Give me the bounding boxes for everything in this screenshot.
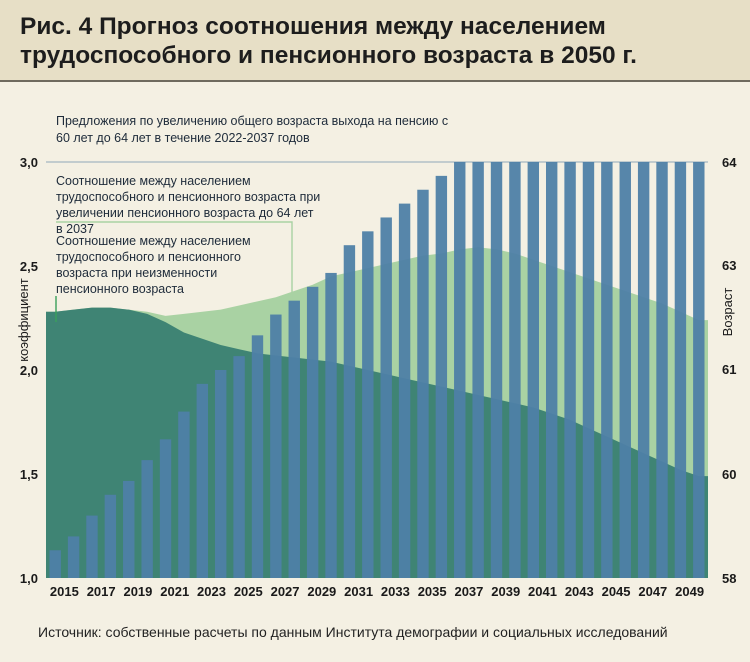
y-left-tick-label: 2,5	[20, 259, 38, 274]
y-right-tick-label: 61	[722, 362, 736, 377]
y-left-tick-label: 1,0	[20, 571, 38, 586]
y-right-tick-label: 64	[722, 155, 737, 170]
y-right-tick-label: 63	[722, 258, 736, 273]
x-tick-label: 2017	[87, 584, 116, 599]
x-tick-label: 2039	[491, 584, 520, 599]
bar-2028	[288, 300, 300, 578]
bar-2034	[398, 203, 411, 578]
x-tick-label: 2027	[271, 584, 300, 599]
y-right-axis-title: Возраст	[720, 288, 735, 337]
bar-2043	[564, 162, 576, 578]
bar-2041	[527, 162, 540, 578]
bar-2025	[233, 356, 245, 578]
bar-2045	[601, 162, 613, 578]
x-tick-label: 2041	[528, 584, 557, 599]
bar-2031	[343, 245, 356, 578]
leader-reform-scenario	[56, 221, 293, 300]
x-tick-label: 2043	[565, 584, 594, 599]
x-tick-label: 2019	[123, 584, 152, 599]
bar-2015	[49, 550, 61, 578]
bar-2044	[582, 162, 595, 578]
x-tick-label: 2033	[381, 584, 410, 599]
x-tick-label: 2023	[197, 584, 226, 599]
bar-2050	[693, 162, 705, 578]
header-band: Рис. 4 Прогноз соотношения между населен…	[0, 0, 750, 82]
bar-2030	[325, 272, 337, 578]
annotation-reform-scenario: Соотношение между населением трудоспособн…	[56, 174, 320, 236]
x-tick-label: 2035	[418, 584, 447, 599]
bar-2039	[490, 162, 503, 578]
x-tick-label: 2045	[602, 584, 631, 599]
y-left-tick-label: 1,5	[20, 467, 38, 482]
bar-2033	[380, 217, 392, 578]
x-tick-label: 2031	[344, 584, 373, 599]
x-tick-label: 2037	[454, 584, 483, 599]
bar-2018	[104, 494, 117, 578]
bar-2026	[251, 335, 264, 578]
bar-2022	[178, 411, 190, 578]
bar-2035	[417, 189, 429, 578]
bar-2036	[435, 175, 448, 578]
bar-2021	[159, 439, 172, 578]
x-tick-label: 2049	[675, 584, 704, 599]
y-left-tick-label: 2,0	[20, 363, 38, 378]
x-tick-label: 2029	[307, 584, 336, 599]
annotation-no-reform-scenario: Соотношение между населением трудоспособн…	[56, 234, 251, 296]
bar-2048	[656, 162, 668, 578]
bar-2027	[270, 314, 282, 578]
bar-2049	[674, 162, 687, 578]
bar-2024	[214, 370, 227, 578]
x-tick-label: 2047	[638, 584, 667, 599]
y-right-tick-label: 58	[722, 571, 736, 586]
x-tick-label: 2021	[160, 584, 189, 599]
area-no-reform-scenario	[46, 307, 708, 578]
bar-2020	[141, 460, 153, 578]
bar-2040	[509, 162, 521, 578]
bar-2029	[306, 286, 319, 578]
bar-2042	[545, 162, 558, 578]
bar-2032	[362, 231, 374, 579]
y-left-axis-title: коэффициент	[16, 278, 31, 361]
x-tick-label: 2025	[234, 584, 263, 599]
source-note: Источник: собственные расчеты по данным …	[38, 624, 668, 640]
chart-title: Рис. 4 Прогноз соотношения между населен…	[20, 13, 637, 69]
bar-2038	[472, 162, 484, 578]
bar-2017	[86, 515, 98, 578]
bar-2019	[123, 480, 135, 578]
bar-2016	[67, 536, 80, 578]
bar-2047	[637, 162, 650, 578]
y-right-tick-label: 60	[722, 467, 736, 482]
bar-2037	[454, 162, 466, 578]
bar-2023	[196, 383, 209, 578]
annotation-retirement-age: Предложения по увеличению общего возраст…	[56, 114, 448, 145]
x-tick-label: 2015	[50, 584, 79, 599]
bar-2046	[619, 162, 631, 578]
y-left-tick-label: 3,0	[20, 155, 38, 170]
